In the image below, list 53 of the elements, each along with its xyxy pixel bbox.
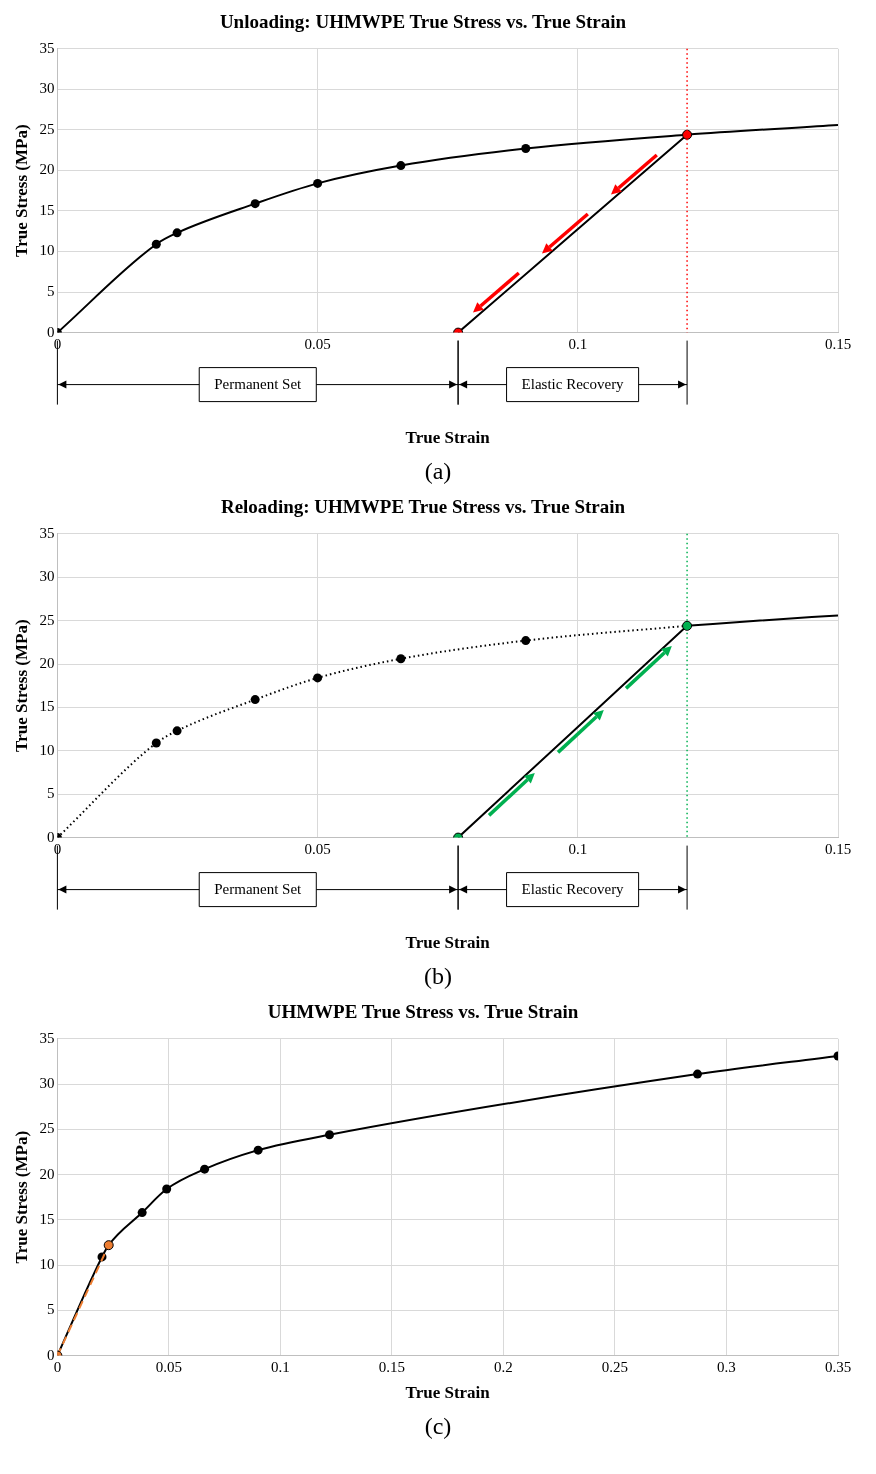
text: (c) (423, 1412, 453, 1441)
y-tick-label: 25 (39, 1120, 55, 1137)
y-tick-label: 25 (39, 120, 55, 137)
y-tick-label: 30 (39, 80, 55, 97)
y-tick-label: 10 (39, 1256, 55, 1273)
chart-title: UHMWPE True Stress vs. True Strain (267, 1001, 579, 1023)
y-tick-label: 15 (39, 698, 55, 715)
y-axis-title: True Stress (MPa) (11, 619, 31, 752)
y-tick-label: 15 (39, 1210, 55, 1227)
y-tick-label: 5 (46, 282, 55, 299)
chart-title: Unloading: UHMWPE True Stress vs. True Strain (219, 11, 627, 33)
x-axis-title: True Strain (405, 933, 491, 953)
y-tick-label: 35 (39, 1029, 55, 1046)
y-tick-label: 35 (39, 39, 55, 56)
y-tick-label: 5 (46, 1301, 55, 1318)
x-tick-label: 0.1 (271, 1358, 290, 1375)
x-tick-label: 0.05 (155, 1358, 183, 1375)
y-tick-label: 0 (46, 828, 55, 845)
x-tick-label: 0.15 (378, 1358, 406, 1375)
y-tick-label: 30 (39, 568, 55, 585)
text: Permanent Set (214, 375, 303, 392)
y-tick-label: 20 (39, 654, 55, 671)
text: Elastic Recovery (521, 880, 625, 897)
x-axis-title: True Strain (405, 428, 491, 448)
x-tick-label: 0.25 (601, 1358, 629, 1375)
y-axis-title: True Stress (MPa) (11, 124, 31, 257)
x-tick-label: 0.1 (568, 335, 588, 352)
text: (a) (423, 457, 453, 486)
y-tick-label: 5 (46, 785, 55, 802)
text: (b) (423, 962, 453, 991)
x-tick-label: 0.2 (494, 1358, 513, 1375)
y-tick-label: 30 (39, 1074, 55, 1091)
x-tick-label: 0.3 (717, 1358, 736, 1375)
x-tick-label: 0.15 (824, 840, 852, 857)
x-axis-title: True Strain (405, 1383, 491, 1403)
y-tick-label: 10 (39, 741, 55, 758)
y-axis-title: True Stress (MPa) (11, 1130, 31, 1264)
y-tick-label: 0 (46, 1346, 55, 1363)
x-tick-label: 0.15 (824, 335, 852, 352)
y-tick-label: 35 (39, 524, 55, 541)
y-tick-label: 25 (39, 611, 55, 628)
x-tick-label: 0.05 (304, 840, 331, 857)
text: Elastic Recovery (521, 375, 625, 392)
y-tick-label: 15 (39, 201, 55, 218)
y-tick-label: 10 (39, 242, 55, 259)
y-tick-label: 20 (39, 161, 55, 178)
x-tick-label: 0.05 (304, 335, 331, 352)
x-tick-label: 0.35 (824, 1358, 852, 1375)
y-tick-label: 20 (39, 1165, 55, 1182)
text: Permanent Set (214, 880, 303, 897)
y-tick-label: 0 (46, 323, 55, 340)
chart-title: Reloading: UHMWPE True Stress vs. True Strain (220, 496, 626, 518)
x-tick-label: 0.1 (568, 840, 588, 857)
